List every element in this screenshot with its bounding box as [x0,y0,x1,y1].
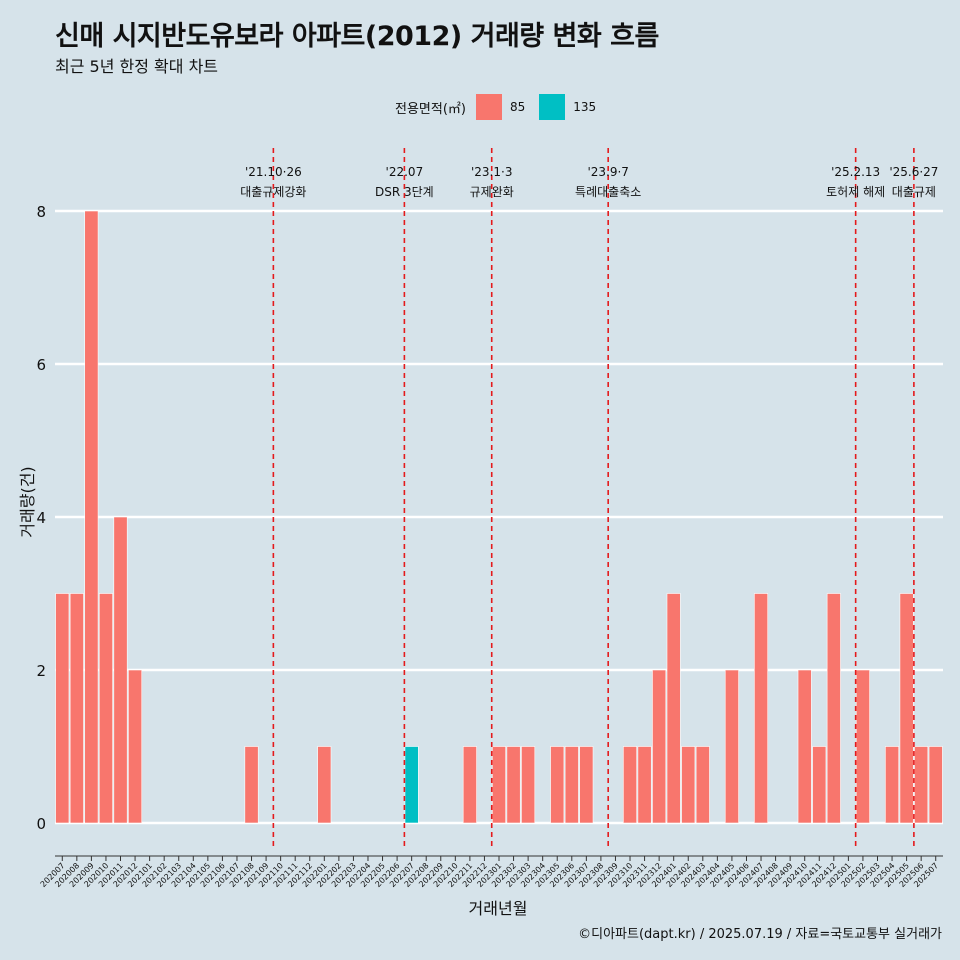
event-label: 규제완화 [470,185,514,199]
bar-202410-85 [797,669,812,824]
bar-202211-85 [462,746,477,824]
y-tick-label: 2 [36,662,46,680]
bar-202008-85 [69,593,84,824]
event-date: '23.1·3 [471,165,512,179]
y-tick-label: 4 [36,509,46,527]
bar-202411-85 [812,746,827,824]
x-axis: 2020072020082020092020102020112020122021… [39,855,943,889]
legend-key-85 [475,94,502,120]
bar-202403-85 [695,746,710,824]
legend: 전용면적(㎡) 85 135 [395,94,610,120]
legend-label-135: 135 [573,100,597,114]
bar-202310-85 [623,746,637,824]
event-date: '25.6·27 [889,165,938,179]
event-label: 토허제 해제 [826,185,885,199]
y-axis-label: 거래량(건) [18,466,37,537]
event-label: 특례대출축소 [575,185,641,199]
bar-202312-85 [652,669,667,824]
bar-202201-85 [317,746,332,824]
bar-202307-85 [579,746,594,824]
legend-label-85: 85 [509,100,526,114]
legend-key-135 [539,94,566,120]
event-date: '23.9·7 [587,165,628,179]
y-tick-label: 8 [36,203,46,221]
bar-202007-85 [55,593,70,824]
bar-202507-85 [928,746,943,824]
bar-202402-85 [681,746,696,824]
bar-202207-135 [404,746,419,824]
y-tick-label: 0 [36,815,46,833]
bar-202108-85 [244,746,259,824]
event-label: 대출규제강화 [240,185,306,199]
bar-202305-85 [550,746,565,824]
bar-202010-85 [98,593,113,824]
chart-subtitle: 최근 5년 한정 확대 차트 [55,57,219,76]
event-date: '22.07 [386,165,424,179]
bar-202306-85 [564,746,579,824]
bar-202412-85 [826,593,841,824]
bar-202505-85 [899,593,914,824]
bar-202506-85 [914,746,929,824]
bar-202301-85 [492,746,506,824]
y-tick-label: 6 [36,356,46,374]
chart-title: 신매 시지반도유보라 아파트(2012) 거래량 변화 흐름 [55,21,659,52]
y-axis: 0 2 4 6 8 [36,203,46,833]
bar-202012-85 [128,669,143,824]
bar-202504-85 [885,746,900,824]
bar-202303-85 [521,746,536,824]
bar-202401-85 [666,593,681,824]
event-label: 대출규제 [892,185,936,199]
bar-202502-85 [855,669,870,824]
bar-202405-85 [724,669,739,824]
event-date: '25.2.13 [831,165,880,179]
bar-202009-85 [84,210,99,824]
annotations: '21.10·26 대출규제강화 '22.07 DSR 3단계 '23.1·3 규제완화 '… [240,148,938,850]
x-axis-label: 거래년월 [469,899,528,918]
bar-202311-85 [637,746,652,824]
bar-202011-85 [113,516,128,824]
bars [55,210,943,824]
legend-title: 전용면적(㎡) [395,101,466,117]
credit-text: ©디아파트(dapt.kr) / 2025.07.19 / 자료=국토교통부 실… [578,927,942,942]
bar-202407-85 [754,593,769,824]
event-label: DSR 3단계 [375,185,434,199]
bar-202302-85 [506,746,521,824]
event-date: '21.10·26 [245,165,302,179]
